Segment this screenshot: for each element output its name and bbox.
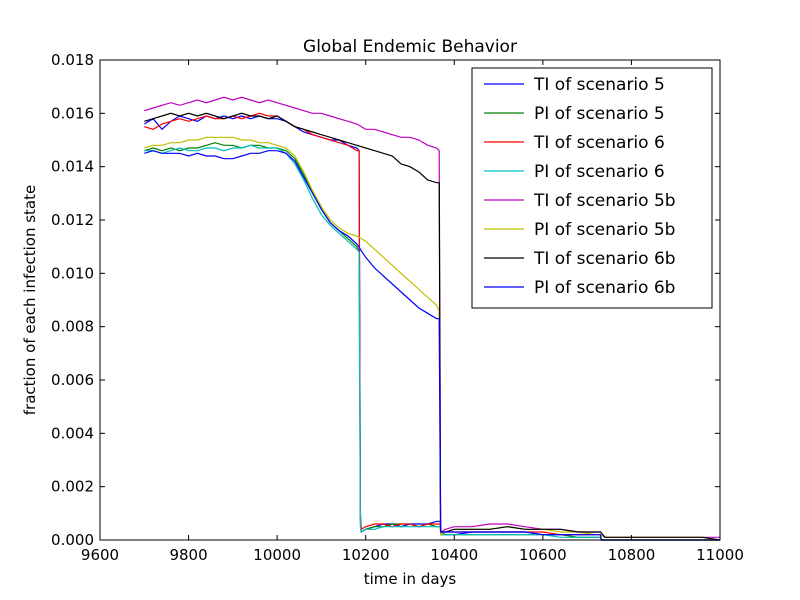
legend-label: TI of scenario 5 — [533, 75, 665, 95]
legend-label: TI of scenario 6 — [533, 133, 665, 153]
series-line-7 — [144, 112, 721, 541]
x-tick-label: 10800 — [608, 546, 656, 564]
y-tick-label: 0.008 — [51, 318, 94, 336]
legend-label: TI of scenario 5b — [533, 191, 676, 211]
y-axis-label: fraction of each infection state — [21, 185, 39, 416]
y-axis: 0.000 0.002 0.004 0.006 0.008 0.010 0.012 0.014… — [51, 51, 720, 549]
x-tick-label: 9600 — [81, 546, 119, 564]
legend-label: TI of scenario 6b — [533, 249, 676, 269]
series-layer — [143, 96, 721, 541]
x-axis-label: time in days — [364, 570, 457, 588]
plot-frame — [99, 59, 721, 541]
x-tick-label: 9800 — [169, 546, 207, 564]
y-tick-label: 0.002 — [51, 478, 94, 496]
x-tick-label: 10200 — [342, 546, 390, 564]
y-tick-label: 0.016 — [51, 104, 94, 122]
legend-label: PI of scenario 6b — [534, 278, 675, 298]
series-line-4 — [144, 144, 720, 541]
legend: TI of scenario 5 PI of scenario 5 TI of sc… — [471, 67, 713, 309]
y-tick-label: 0.012 — [51, 211, 94, 229]
x-tick-label: 11000 — [696, 546, 744, 564]
x-axis: 9600 9800 10000 10200 10400 10600 10800 11000 — [81, 60, 744, 564]
y-tick-label: 0.004 — [51, 424, 94, 442]
y-tick-label: 0.006 — [51, 371, 94, 389]
chart-title: Global Endemic Behavior — [303, 37, 517, 57]
legend-box — [471, 67, 713, 309]
legend-label: PI of scenario 5b — [534, 220, 675, 240]
series-line-8 — [144, 150, 720, 541]
x-tick-label: 10400 — [430, 546, 478, 564]
x-tick-label: 10600 — [519, 546, 567, 564]
x-tick-label: 10000 — [253, 546, 301, 564]
legend-label: PI of scenario 5 — [534, 104, 665, 124]
y-tick-label: 0.010 — [51, 264, 94, 282]
y-tick-label: 0.018 — [51, 51, 94, 69]
y-tick-label: 0.000 — [51, 531, 94, 549]
legend-label: PI of scenario 6 — [534, 162, 665, 182]
y-tick-label: 0.014 — [51, 158, 94, 176]
